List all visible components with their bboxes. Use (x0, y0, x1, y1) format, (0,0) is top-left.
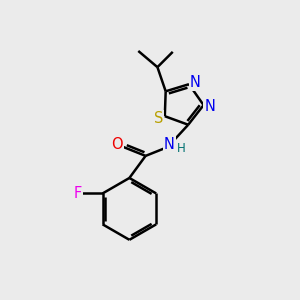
Text: S: S (154, 111, 163, 126)
Text: N: N (164, 137, 175, 152)
Text: O: O (111, 136, 123, 152)
Text: F: F (74, 186, 82, 201)
Text: H: H (176, 142, 185, 155)
Text: N: N (205, 99, 215, 114)
Text: N: N (190, 75, 201, 90)
